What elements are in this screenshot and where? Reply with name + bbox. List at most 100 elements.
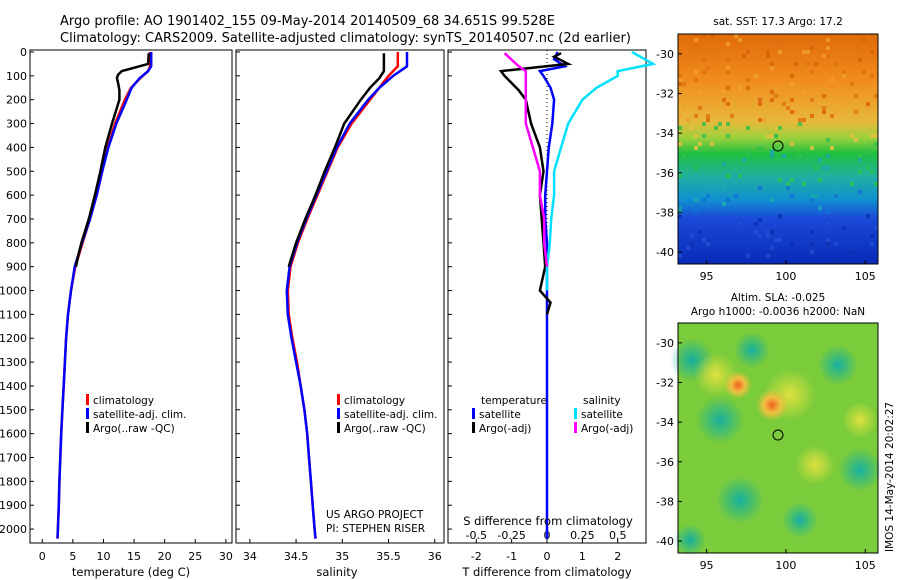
depth-tick-label: 700 xyxy=(6,213,27,226)
sst-pixel xyxy=(814,166,818,170)
sst-pixel xyxy=(730,114,734,118)
legend-label-climatology: climatology xyxy=(344,395,405,407)
depth-tick-label: 500 xyxy=(6,165,27,178)
sst-pixel xyxy=(866,34,870,38)
series-line-2 xyxy=(74,53,151,267)
sst-pixel xyxy=(702,122,706,126)
sst-pixel xyxy=(782,154,786,158)
sst-pixel xyxy=(822,166,826,170)
series-line-1 xyxy=(56,52,153,539)
sst-pixel xyxy=(794,110,798,114)
sst-pixel xyxy=(694,210,698,214)
temperature-legend: climatology satellite-adj. clim. Argo(..… xyxy=(86,394,186,435)
sst-pixel xyxy=(826,54,830,58)
map-y-tick-label: -38 xyxy=(656,495,674,508)
sst-pixel xyxy=(870,214,874,218)
sst-pixel xyxy=(758,98,762,102)
sst-pixel xyxy=(698,142,702,146)
sst-pixel xyxy=(874,34,878,38)
sst-pixel xyxy=(810,250,814,254)
sst-pixel xyxy=(742,38,746,42)
sla-blob xyxy=(842,402,878,438)
sst-pixel xyxy=(862,70,866,74)
sla-texture xyxy=(670,332,882,556)
x-tick-label: 35 xyxy=(335,550,349,563)
sst-pixel xyxy=(846,218,850,222)
sst-pixel xyxy=(810,70,814,74)
sst-pixel xyxy=(810,230,814,234)
map-y-tick-label: -36 xyxy=(656,167,674,180)
sst-pixel xyxy=(774,94,778,98)
depth-tick-label: 400 xyxy=(6,141,27,154)
legend-swatch-climatology xyxy=(86,394,89,405)
sst-pixel xyxy=(858,170,862,174)
legend-label-satellite: satellite-adj. clim. xyxy=(93,409,186,421)
sst-pixel xyxy=(722,122,726,126)
sst-pixel xyxy=(790,82,794,86)
depth-tick-label: 1900 xyxy=(0,499,27,512)
sla-map-subtitle: Argo h1000: -0.0036 h2000: NaN xyxy=(691,306,865,318)
sla-blob xyxy=(818,345,858,385)
map-y-tick-label: -34 xyxy=(656,416,674,429)
sst-pixel xyxy=(742,54,746,58)
pi-annotation: PI: STEPHEN RISER xyxy=(326,523,425,535)
series-line-1 xyxy=(285,52,409,539)
sst-pixel xyxy=(694,146,698,150)
sst-pixel xyxy=(710,214,714,218)
sst-pixel xyxy=(694,102,698,106)
sst-pixel xyxy=(678,78,682,82)
salinity-legend: climatology satellite-adj. clim. Argo(..… xyxy=(326,394,437,535)
sst-pixel xyxy=(826,178,830,182)
depth-tick-label: 1000 xyxy=(0,285,27,298)
x-tick-label: -1 xyxy=(506,550,517,563)
sst-pixel xyxy=(678,114,682,118)
sst-pixel xyxy=(770,150,774,154)
sst-pixel xyxy=(694,178,698,182)
map-y-tick-label: -32 xyxy=(656,87,674,100)
sst-pixel xyxy=(738,222,742,226)
x-tick-label: 2 xyxy=(614,550,621,563)
sst-pixel xyxy=(826,238,830,242)
legend-label-argo: Argo(..raw -QC) xyxy=(93,423,175,435)
legend-swatch-satellite xyxy=(86,408,89,419)
sst-pixel xyxy=(698,102,702,106)
sst-pixel xyxy=(730,206,734,210)
sst-pixel xyxy=(810,146,814,150)
sst-pixel xyxy=(866,106,870,110)
sst-pixel xyxy=(794,62,798,66)
sst-pixel xyxy=(790,194,794,198)
sla-map-frame xyxy=(677,322,879,554)
sst-map-frame xyxy=(677,33,879,265)
map-y-tick-label: -34 xyxy=(656,127,674,140)
sst-pixel xyxy=(698,106,702,110)
sst-pixel xyxy=(774,126,778,130)
sla-blob xyxy=(756,389,788,421)
sst-pixel xyxy=(834,94,838,98)
sst-pixel xyxy=(814,62,818,66)
sst-pixel xyxy=(746,182,750,186)
sst-pixel xyxy=(702,218,706,222)
sst-pixel xyxy=(802,182,806,186)
sst-pixel xyxy=(826,210,830,214)
legend-swatch-argo xyxy=(337,422,340,433)
sst-pixel xyxy=(766,54,770,58)
sst-pixel xyxy=(778,126,782,130)
legend-swatch-sal-satellite xyxy=(574,408,577,419)
s-tick-label: -0.5 xyxy=(466,529,487,542)
x-tick-label: 25 xyxy=(188,550,202,563)
sst-pixel xyxy=(826,138,830,142)
sst-pixel xyxy=(722,186,726,190)
sst-pixel xyxy=(678,82,682,86)
sst-pixel xyxy=(758,234,762,238)
sst-pixel xyxy=(702,238,706,242)
sst-pixel xyxy=(774,46,778,50)
sst-pixel xyxy=(818,158,822,162)
project-annotation: US ARGO PROJECT xyxy=(326,509,424,521)
x-tick-label: 10 xyxy=(96,550,110,563)
sla-blob xyxy=(838,448,882,492)
legend-swatch-sal-argo xyxy=(574,422,577,433)
depth-tick-label: 1800 xyxy=(0,475,27,488)
map-y-tick-label: -30 xyxy=(656,337,674,350)
sst-pixel xyxy=(834,190,838,194)
